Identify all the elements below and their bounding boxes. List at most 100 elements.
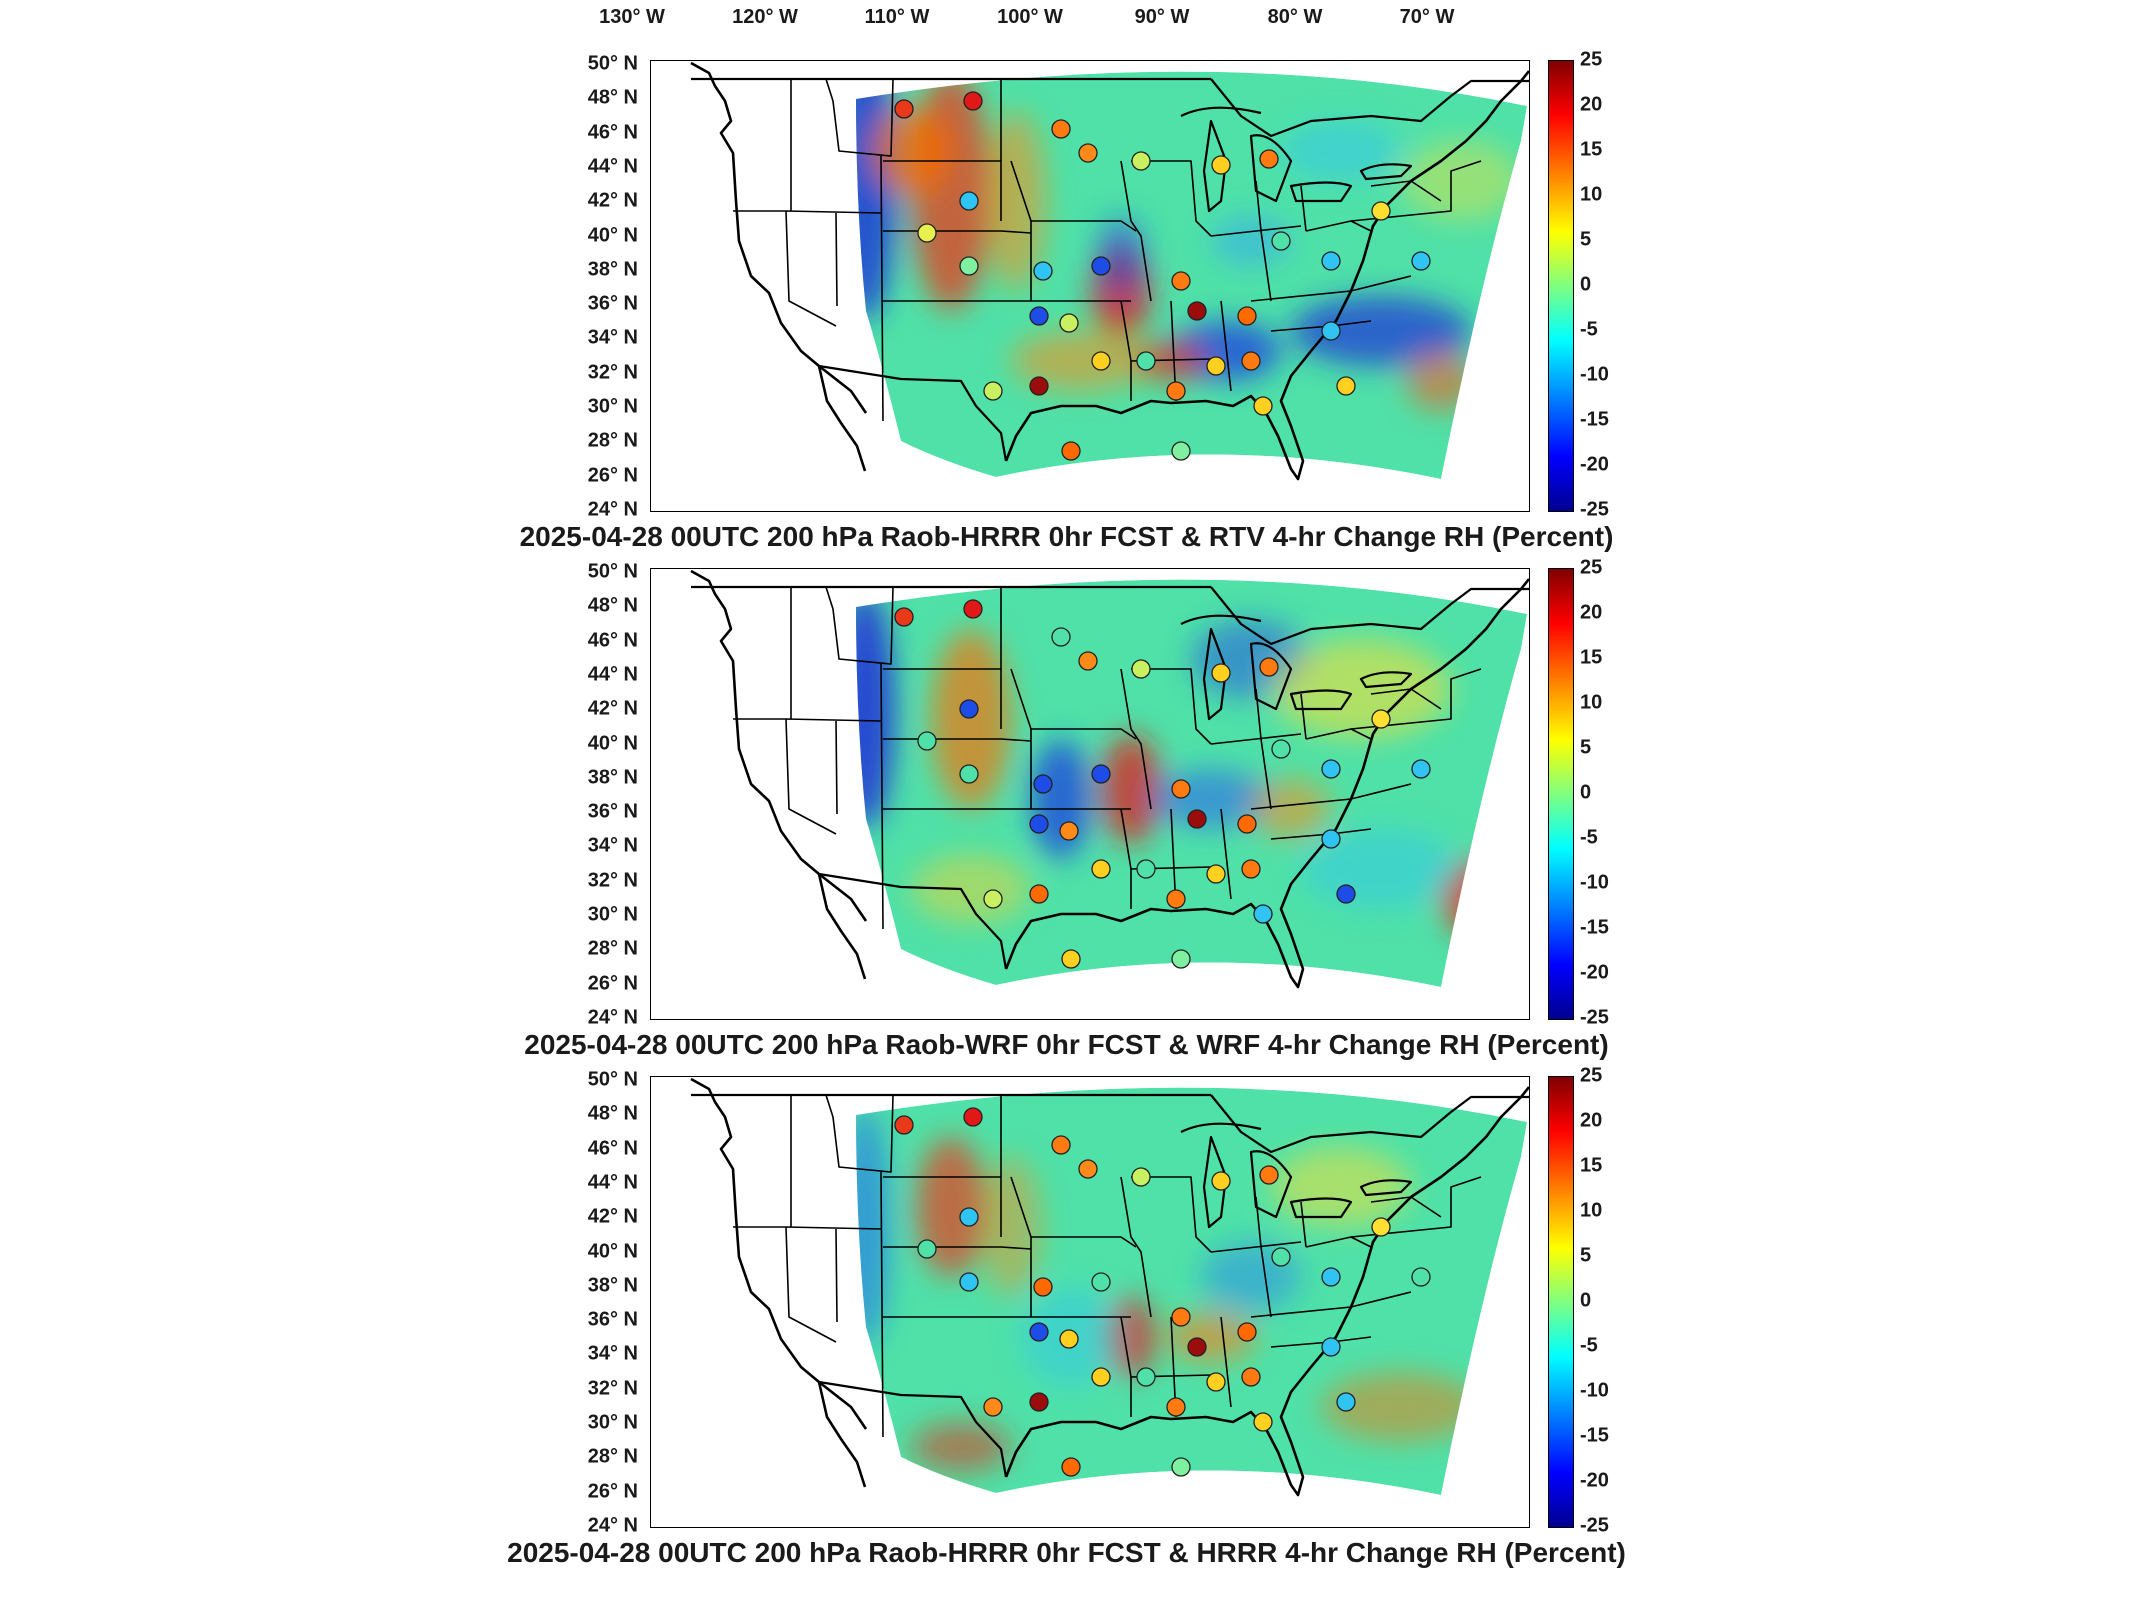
raob-station-marker xyxy=(1259,149,1279,169)
rh-anomaly-region xyxy=(1406,351,1476,411)
colorbar-tick-label: 25 xyxy=(1580,48,1603,71)
longitude-label: 90° W xyxy=(1134,6,1190,28)
raob-station-marker xyxy=(963,91,983,111)
latitude-label: 40° N xyxy=(587,1240,638,1263)
panel-title: 2025-04-28 00UTC 200 hPa Raob-HRRR 0hr F… xyxy=(507,1537,1626,1568)
raob-station-marker xyxy=(959,1272,979,1292)
longitude-label: 120° W xyxy=(732,6,798,28)
rh-change-map xyxy=(690,61,1529,481)
state-border xyxy=(1120,808,1232,910)
rh-anomaly-region xyxy=(1321,1372,1481,1442)
rh-anomaly-region xyxy=(931,629,1011,809)
coastline xyxy=(690,61,868,414)
raob-station-marker xyxy=(1271,1247,1291,1267)
raob-station-marker xyxy=(959,1207,979,1227)
country-border xyxy=(818,1380,1008,1478)
raob-station-marker xyxy=(1187,301,1207,321)
longitude-label: 130° W xyxy=(599,6,665,28)
raob-station-marker xyxy=(1091,351,1111,371)
raob-station-marker xyxy=(1029,1322,1049,1342)
latitude-label: 28° N xyxy=(587,1445,638,1468)
longitude-axis: 130° W 120° W 110° W 100° W 90° W 80° W 70° W xyxy=(0,0,2133,40)
raob-station-marker xyxy=(1059,821,1079,841)
colorbar-tick-label: 5 xyxy=(1580,736,1592,759)
raob-station-marker xyxy=(1411,251,1431,271)
raob-station-marker xyxy=(1166,1397,1186,1417)
colorbar-tick-label: 0 xyxy=(1580,273,1592,296)
colorbar-tick-label: 20 xyxy=(1580,93,1603,116)
raob-station-marker xyxy=(917,1239,937,1259)
raob-station-marker xyxy=(959,764,979,784)
state-border xyxy=(790,1094,894,1227)
latitude-label: 28° N xyxy=(587,937,638,960)
state-border xyxy=(790,78,894,211)
country-border xyxy=(818,364,1008,462)
rh-anomaly-region xyxy=(1136,341,1206,381)
raob-station-marker xyxy=(1061,441,1081,461)
latitude-label: 28° N xyxy=(587,429,638,452)
raob-station-marker xyxy=(1136,1367,1156,1387)
colorbar-tick-label: -5 xyxy=(1580,826,1598,849)
colorbar-tick-label: 10 xyxy=(1580,691,1603,714)
map-frame xyxy=(650,60,1530,512)
colorbar-tick-label: 0 xyxy=(1580,1289,1592,1312)
raob-station-marker xyxy=(1211,663,1231,683)
great-lakes xyxy=(1180,106,1413,213)
latitude-label: 46° N xyxy=(587,629,638,652)
latitude-label: 40° N xyxy=(587,732,638,755)
colorbar-tick-label: -25 xyxy=(1580,498,1609,521)
colorbar-tick-label: 15 xyxy=(1580,138,1603,161)
longitude-label: 100° W xyxy=(997,6,1063,28)
raob-station-marker xyxy=(1206,1372,1226,1392)
colorbar xyxy=(1548,568,1574,1020)
latitude-label: 30° N xyxy=(587,1411,638,1434)
rh-anomaly-region xyxy=(1401,141,1521,221)
raob-station-marker xyxy=(1029,814,1049,834)
great-lakes xyxy=(1180,1122,1413,1229)
map-frame xyxy=(650,568,1530,1020)
state-border xyxy=(1120,668,1302,810)
rh-anomaly-region xyxy=(1291,296,1471,366)
raob-station-marker xyxy=(963,599,983,619)
raob-station-marker xyxy=(983,381,1003,401)
colorbar-tick-label: 10 xyxy=(1580,183,1603,206)
rh-anomaly-region xyxy=(871,106,951,196)
raob-station-marker xyxy=(1241,859,1261,879)
raob-station-marker xyxy=(917,223,937,243)
state-border xyxy=(733,663,884,930)
raob-station-marker xyxy=(1253,1412,1273,1432)
state-border xyxy=(733,1171,884,1438)
coastline xyxy=(817,873,867,980)
colorbar-tick-label: 10 xyxy=(1580,1199,1603,1222)
rh-anomaly-region xyxy=(1031,739,1091,859)
colorbar-tick-label: 25 xyxy=(1580,556,1603,579)
raob-station-marker xyxy=(1061,1457,1081,1477)
colorbar xyxy=(1548,1076,1574,1528)
colorbar-tick-label: 25 xyxy=(1580,1064,1603,1087)
raob-station-marker xyxy=(1171,441,1191,461)
raob-station-marker xyxy=(1059,313,1079,333)
raob-station-marker xyxy=(1166,889,1186,909)
state-border xyxy=(1120,1316,1232,1418)
coastline xyxy=(690,1077,868,1430)
raob-station-marker xyxy=(1336,1392,1356,1412)
latitude-label: 48° N xyxy=(587,594,638,617)
raob-station-marker xyxy=(1321,251,1341,271)
coastline xyxy=(1004,578,1529,989)
raob-station-marker xyxy=(983,1397,1003,1417)
raob-station-marker xyxy=(1131,151,1151,171)
longitude-label: 110° W xyxy=(864,6,930,28)
raob-station-marker xyxy=(1029,884,1049,904)
raob-station-marker xyxy=(1241,1367,1261,1387)
latitude-label: 46° N xyxy=(587,1137,638,1160)
colorbar-tick-label: -15 xyxy=(1580,408,1609,431)
rh-change-map xyxy=(690,1077,1529,1497)
raob-station-marker xyxy=(1241,351,1261,371)
raob-station-marker xyxy=(1136,859,1156,879)
raob-station-marker xyxy=(1171,1307,1191,1327)
raob-station-marker xyxy=(1051,627,1071,647)
raob-station-marker xyxy=(1061,949,1081,969)
colorbar-tick-label: 5 xyxy=(1580,228,1592,251)
longitude-label: 70° W xyxy=(1399,6,1455,28)
raob-station-marker xyxy=(1259,1165,1279,1185)
